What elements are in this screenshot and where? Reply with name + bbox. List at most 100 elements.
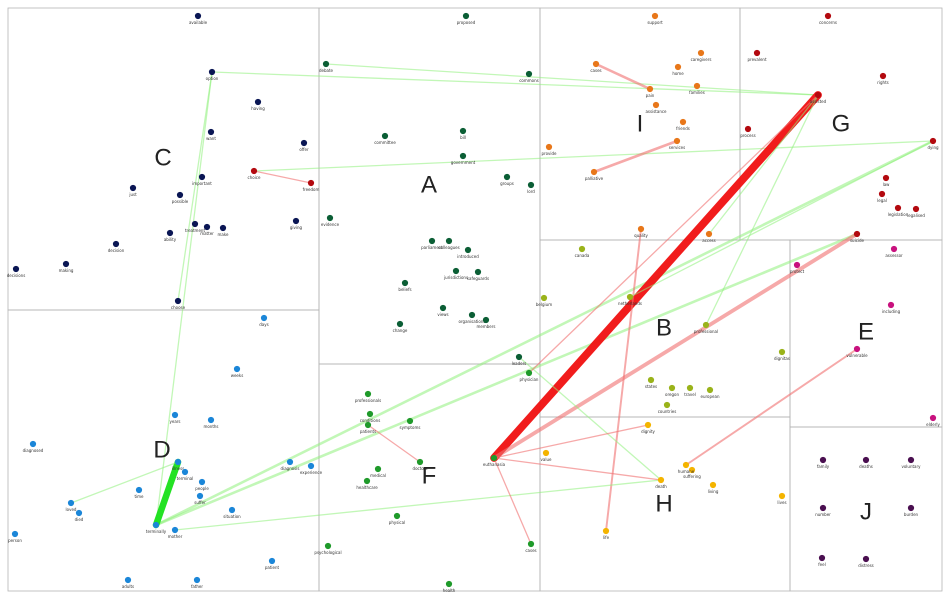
- node-living[interactable]: living: [708, 481, 719, 494]
- node-dot[interactable]: [688, 466, 696, 474]
- node-dot[interactable]: [374, 465, 382, 473]
- node-suffering[interactable]: suffering: [683, 466, 701, 479]
- node-dot[interactable]: [542, 449, 550, 457]
- node-dot[interactable]: [11, 530, 19, 538]
- node-organisations[interactable]: organisations: [459, 311, 486, 324]
- node-dot[interactable]: [819, 504, 827, 512]
- node-death[interactable]: death: [655, 476, 667, 489]
- node-dot[interactable]: [709, 481, 717, 489]
- node-dot[interactable]: [324, 542, 332, 550]
- node-legislation[interactable]: legislation: [888, 204, 909, 217]
- node-dot[interactable]: [166, 229, 174, 237]
- node-dot[interactable]: [381, 132, 389, 140]
- node-dot[interactable]: [181, 468, 189, 476]
- node-available[interactable]: available: [189, 12, 208, 25]
- node-members[interactable]: members: [477, 316, 496, 329]
- node-jurisdictions[interactable]: jurisdictions: [443, 267, 468, 280]
- node-dot[interactable]: [515, 353, 523, 361]
- node-quality[interactable]: quality: [634, 225, 648, 238]
- node-dot[interactable]: [207, 416, 215, 424]
- node-families[interactable]: families: [689, 82, 705, 95]
- node-dot[interactable]: [702, 321, 710, 329]
- node-cases_f[interactable]: cases: [525, 540, 537, 553]
- node-professionals[interactable]: professionals: [355, 390, 381, 403]
- node-experience[interactable]: experience: [300, 462, 323, 475]
- node-dot[interactable]: [193, 576, 201, 584]
- node-dot[interactable]: [250, 167, 258, 175]
- node-dot[interactable]: [697, 49, 705, 57]
- node-dot[interactable]: [882, 174, 890, 182]
- node-leaders[interactable]: leaders: [512, 353, 527, 366]
- node-dot[interactable]: [657, 476, 665, 484]
- node-dot[interactable]: [67, 499, 75, 507]
- node-dot[interactable]: [364, 421, 372, 429]
- node-just[interactable]: just: [128, 184, 137, 197]
- node-safeguards[interactable]: safeguards: [467, 268, 489, 281]
- node-dot[interactable]: [652, 101, 660, 109]
- node-dot[interactable]: [862, 555, 870, 563]
- node-government[interactable]: government: [451, 152, 476, 165]
- node-process[interactable]: process: [740, 125, 756, 138]
- node-proposed[interactable]: proposed: [457, 12, 476, 25]
- node-dot[interactable]: [191, 220, 199, 228]
- node-dot[interactable]: [171, 526, 179, 534]
- node-dot[interactable]: [292, 217, 300, 225]
- node-option[interactable]: option: [206, 68, 219, 81]
- node-beliefs[interactable]: beliefs: [398, 279, 412, 292]
- node-professional[interactable]: professional: [694, 321, 718, 334]
- node-dot[interactable]: [686, 384, 694, 392]
- node-bill[interactable]: bill: [459, 127, 467, 140]
- node-dot[interactable]: [459, 152, 467, 160]
- node-making[interactable]: making: [59, 260, 74, 273]
- node-number[interactable]: number: [815, 504, 831, 517]
- node-dot[interactable]: [207, 128, 215, 136]
- node-legal[interactable]: legal: [877, 190, 887, 203]
- node-dot[interactable]: [228, 506, 236, 514]
- node-dying[interactable]: dying: [927, 137, 939, 150]
- node-states[interactable]: states: [645, 376, 657, 389]
- node-dot[interactable]: [626, 293, 634, 301]
- node-access[interactable]: access: [702, 230, 716, 243]
- node-dot[interactable]: [853, 345, 861, 353]
- node-oregon[interactable]: oregon: [665, 384, 679, 397]
- node-canada[interactable]: canada: [575, 245, 590, 258]
- node-choice[interactable]: choice: [248, 167, 261, 180]
- node-dot[interactable]: [445, 237, 453, 245]
- node-days[interactable]: days: [259, 314, 269, 327]
- node-patient[interactable]: patient: [265, 557, 280, 570]
- node-dot[interactable]: [219, 224, 227, 232]
- node-rights[interactable]: rights: [877, 72, 889, 85]
- node-dot[interactable]: [171, 411, 179, 419]
- node-dot[interactable]: [428, 237, 436, 245]
- node-family[interactable]: family: [817, 456, 830, 469]
- node-cases[interactable]: cases: [590, 60, 602, 73]
- node-dot[interactable]: [12, 265, 20, 273]
- node-dot[interactable]: [307, 179, 315, 187]
- node-loved[interactable]: loved: [66, 499, 77, 512]
- node-physical[interactable]: physical: [389, 512, 405, 525]
- node-law[interactable]: law: [882, 174, 891, 187]
- node-services[interactable]: services: [669, 137, 685, 150]
- node-diagnosis[interactable]: diagnosis: [281, 458, 300, 471]
- node-dot[interactable]: [300, 139, 308, 147]
- node-freedom[interactable]: freedom: [303, 179, 320, 192]
- node-dot[interactable]: [482, 316, 490, 324]
- node-views[interactable]: views: [437, 304, 449, 317]
- node-dot[interactable]: [525, 70, 533, 78]
- node-dot[interactable]: [268, 557, 276, 565]
- node-dot[interactable]: [112, 240, 120, 248]
- node-support[interactable]: support: [647, 12, 663, 25]
- node-dot[interactable]: [637, 225, 645, 233]
- node-treatment_c[interactable]: treatment: [185, 220, 205, 233]
- node-medical[interactable]: medical: [370, 465, 386, 478]
- node-dot[interactable]: [439, 304, 447, 312]
- node-dot[interactable]: [907, 456, 915, 464]
- node-dot[interactable]: [929, 414, 937, 422]
- node-dot[interactable]: [527, 540, 535, 548]
- node-want[interactable]: want: [206, 128, 216, 141]
- node-dot[interactable]: [673, 137, 681, 145]
- node-ability[interactable]: ability: [164, 229, 177, 242]
- node-dot[interactable]: [462, 12, 470, 20]
- node-having[interactable]: having: [251, 98, 265, 111]
- node-physician[interactable]: physician: [520, 369, 539, 382]
